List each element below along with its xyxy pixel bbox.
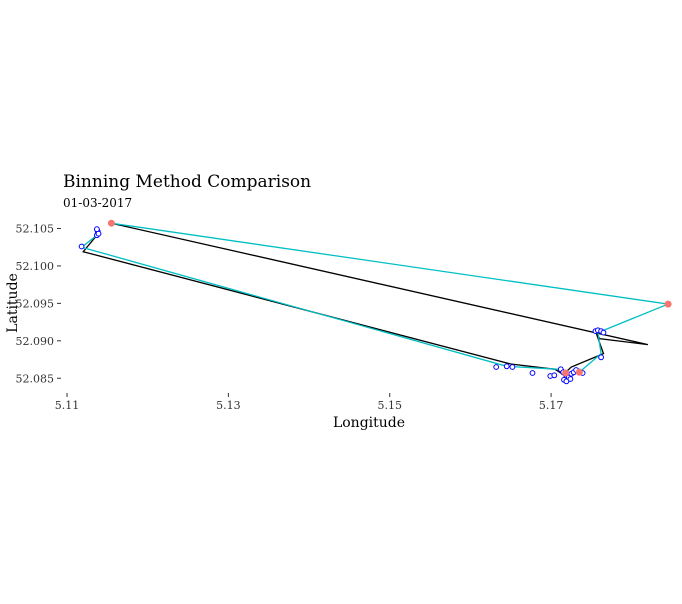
x-tick-label: 5.11 (55, 399, 80, 412)
data-point-2-6 (503, 363, 510, 370)
plot-lines (80, 222, 671, 377)
data-point-2-23 (567, 376, 574, 382)
data-point-3-1 (664, 300, 672, 308)
y-tick-label: 52.090 (16, 335, 55, 348)
plot-points (78, 219, 672, 385)
chart-subtitle: 01-03-2017 (63, 196, 132, 210)
data-point-2-28 (598, 354, 604, 361)
data-point-2-5 (493, 364, 500, 370)
data-point-2-8 (529, 370, 536, 376)
x-axis-title: Longitude (333, 415, 405, 431)
data-point-3-0 (107, 219, 115, 227)
x-tick-label: 5.17 (539, 399, 564, 412)
series-line-1 (80, 222, 671, 377)
series-line-0 (82, 222, 649, 376)
data-point-2-27 (600, 329, 607, 336)
data-point-2-0 (78, 243, 85, 250)
data-point-3-3 (575, 368, 583, 376)
data-point-2-4 (95, 230, 102, 237)
y-tick-label: 52.095 (16, 297, 55, 310)
data-point-2-7 (509, 364, 516, 370)
y-axis-title: Latitude (5, 273, 21, 333)
data-point-2-10 (551, 372, 558, 379)
y-tick-label: 52.085 (16, 372, 55, 385)
chart-title: Binning Method Comparison (63, 172, 311, 192)
x-axis: 5.11 5.13 5.15 5.17 (55, 393, 564, 412)
data-point-3-2 (562, 369, 570, 377)
x-tick-label: 5.13 (216, 399, 241, 412)
y-tick-label: 52.105 (16, 222, 55, 235)
x-tick-label: 5.15 (377, 399, 402, 412)
y-axis: 52.085 52.090 52.095 52.100 52.105 (16, 222, 61, 385)
y-tick-label: 52.100 (16, 260, 55, 273)
